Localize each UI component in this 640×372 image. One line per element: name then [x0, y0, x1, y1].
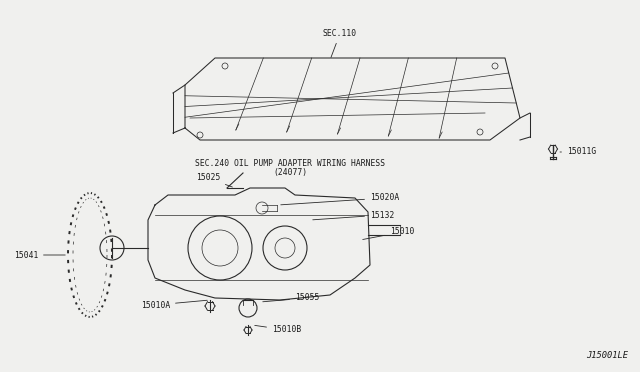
Text: 15020A: 15020A: [281, 193, 399, 205]
Text: 15055: 15055: [263, 294, 319, 302]
Text: SEC.240 OIL PUMP ADAPTER WIRING HARNESS: SEC.240 OIL PUMP ADAPTER WIRING HARNESS: [195, 158, 385, 167]
Text: 15010: 15010: [363, 228, 414, 240]
Text: 15010B: 15010B: [255, 326, 301, 334]
Text: 15132: 15132: [313, 211, 394, 220]
Text: 15025: 15025: [196, 173, 232, 187]
Text: J15001LE: J15001LE: [586, 351, 628, 360]
Text: 15041: 15041: [13, 250, 65, 260]
Text: 15011G: 15011G: [560, 148, 596, 157]
Text: (24077): (24077): [273, 167, 307, 176]
Text: 15010A: 15010A: [141, 300, 207, 310]
Text: SEC.110: SEC.110: [323, 29, 357, 57]
